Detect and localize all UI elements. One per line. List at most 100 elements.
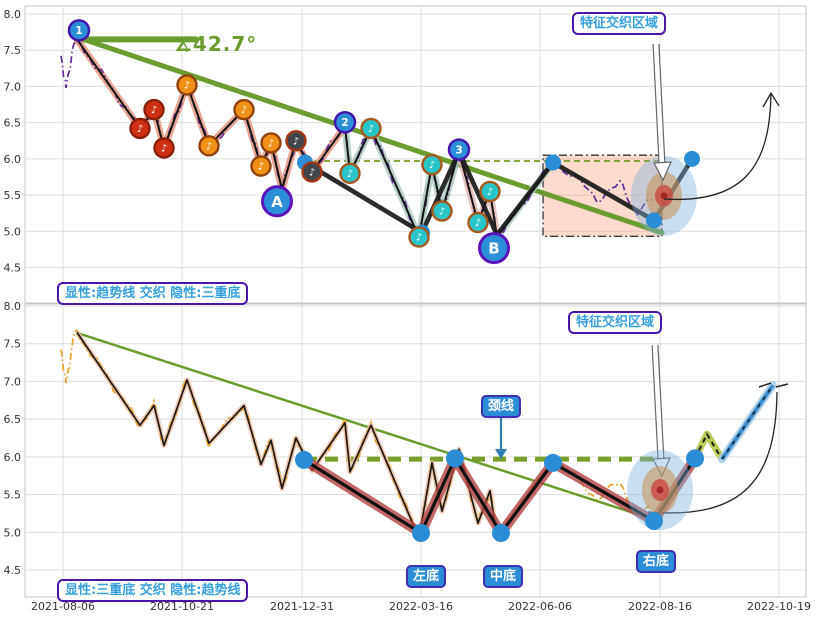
y-tick-label: 7.5: [4, 44, 22, 57]
note-marker-orange: [250, 155, 272, 177]
target-cap-mark: [775, 383, 789, 388]
music-note-icon: ♪: [416, 233, 422, 244]
y-tick-label: 4.5: [4, 564, 22, 577]
note-marker-cyan: [467, 211, 489, 234]
x-tick-label: 2021-10-21: [150, 600, 214, 613]
x-tick-label: 2022-10-19: [747, 600, 811, 613]
note-marker-red: [129, 117, 151, 140]
pivot-dot: [645, 512, 663, 530]
x-tick-label: 2021-08-06: [31, 600, 95, 613]
trendline-angle-label: ∡42.7°: [174, 32, 258, 56]
pivot-dot: [295, 450, 313, 469]
wave-marker-2: [333, 111, 357, 134]
music-note-icon: ♪: [184, 80, 190, 91]
music-note-icon: ♪: [241, 105, 247, 116]
x-tick-label: 2021-12-31: [270, 600, 334, 613]
svg-text:3: 3: [455, 144, 462, 156]
breakout-curve-arrow: [647, 391, 778, 514]
svg-text:A: A: [271, 193, 283, 211]
music-note-icon: ♪: [487, 187, 493, 198]
y-tick-label: 5.5: [4, 489, 22, 502]
note-marker-dark: [285, 130, 307, 152]
svg-text:B: B: [488, 240, 499, 258]
raw-price-line: [60, 329, 651, 544]
music-note-icon: ♪: [258, 162, 264, 173]
music-note-icon: ♪: [137, 124, 143, 135]
legend-bottom-label: 显性:三重底 交织 隐性:趋势线: [57, 579, 249, 602]
music-note-icon: ♪: [161, 143, 167, 154]
note-marker-red: [143, 98, 165, 121]
y-tick-label: 5.0: [4, 225, 22, 238]
music-note-icon: ♪: [151, 105, 157, 116]
music-note-icon: ♪: [475, 218, 481, 229]
y-tick-label: 7.5: [4, 338, 22, 351]
pivot-dot: [686, 449, 704, 468]
note-marker-cyan: [360, 117, 382, 140]
panel-top: 8.0 7.5 7.0 6.5 6.0 5.5 5.0 4.5 ♪ ♪ ♪ ♪ ♪ ♪ ♪ ♪ ♪ ♪ ♪ ♪ ♪ ♪ ♪ ♪…: [4, 5, 807, 304]
wave-marker-3: [447, 138, 471, 161]
note-marker-dark: [301, 161, 323, 183]
y-tick-label: 7.0: [4, 80, 22, 93]
pivot-dot: [646, 212, 662, 229]
svg-text:2: 2: [341, 117, 348, 129]
right-bottom-label: 右底: [636, 550, 677, 573]
wave-marker-A: [261, 185, 293, 218]
note-marker-cyan: [421, 153, 443, 176]
note-marker-orange: [198, 135, 220, 157]
pivot-dot: [492, 524, 510, 542]
wave-marker-1: [67, 19, 91, 42]
feature-zone-label-bottom: 特征交织区域: [568, 311, 663, 334]
pivot-dot: [684, 150, 700, 167]
y-tick-label: 7.0: [4, 375, 22, 388]
note-marker-orange: [176, 74, 198, 96]
music-note-icon: ♪: [268, 138, 274, 149]
y-tick-label: 6.5: [4, 117, 22, 130]
x-tick-label: 2022-06-06: [508, 600, 572, 613]
note-marker-orange: [233, 98, 255, 121]
music-note-icon: ♪: [429, 160, 435, 171]
music-note-icon: ♪: [309, 167, 315, 178]
pivot-dot: [446, 449, 464, 468]
note-marker-cyan: [408, 226, 430, 248]
note-marker-red: [153, 137, 175, 159]
down-arrow-icon: [495, 449, 507, 459]
note-marker-orange: [260, 132, 282, 154]
pivot-dot: [412, 524, 430, 542]
target-cap-mark: [758, 382, 772, 388]
y-tick-label: 6.5: [4, 413, 22, 426]
music-note-icon: ♪: [206, 141, 212, 152]
pointer-arrow-icon: [653, 161, 672, 182]
music-note-icon: ♪: [347, 169, 353, 180]
music-note-icon: ♪: [439, 207, 445, 218]
note-marker-cyan: [339, 162, 361, 185]
note-marker-cyan: [479, 180, 501, 203]
y-tick-label: 4.5: [4, 262, 22, 275]
feature-zone-label-top: 特征交织区域: [572, 12, 667, 35]
panel-border: [24, 5, 807, 304]
y-tick-label: 5.5: [4, 189, 22, 202]
y-tick-label: 8.0: [4, 300, 22, 313]
music-note-icon: ♪: [293, 136, 299, 147]
legend-top-label: 显性:趋势线 交织 隐性:三重底: [57, 282, 249, 305]
hidden-trendline: [77, 332, 657, 522]
y-tick-label: 6.0: [4, 153, 22, 166]
panel-border: [24, 303, 807, 598]
svg-text:1: 1: [75, 25, 82, 37]
projection-blue: [720, 384, 775, 461]
y-tick-label: 6.0: [4, 451, 22, 464]
wave-marker-B: [478, 232, 510, 265]
x-tick-label: 2022-08-16: [628, 600, 692, 613]
breakout-curve-arrow: [663, 92, 772, 201]
pivot-dot: [544, 453, 562, 472]
left-bottom-label: 左底: [406, 565, 447, 588]
music-note-icon: ♪: [368, 124, 374, 135]
x-tick-label: 2022-03-16: [389, 600, 453, 613]
y-tick-label: 8.0: [4, 8, 22, 21]
note-marker-cyan: [431, 200, 453, 222]
y-tick-label: 5.0: [4, 526, 22, 539]
panel-bottom: 8.0 7.5 7.0 6.5 6.0 5.5 5.0 4.5: [4, 300, 807, 598]
projection-olive: [694, 432, 723, 460]
middle-bottom-label: 中底: [483, 565, 524, 588]
